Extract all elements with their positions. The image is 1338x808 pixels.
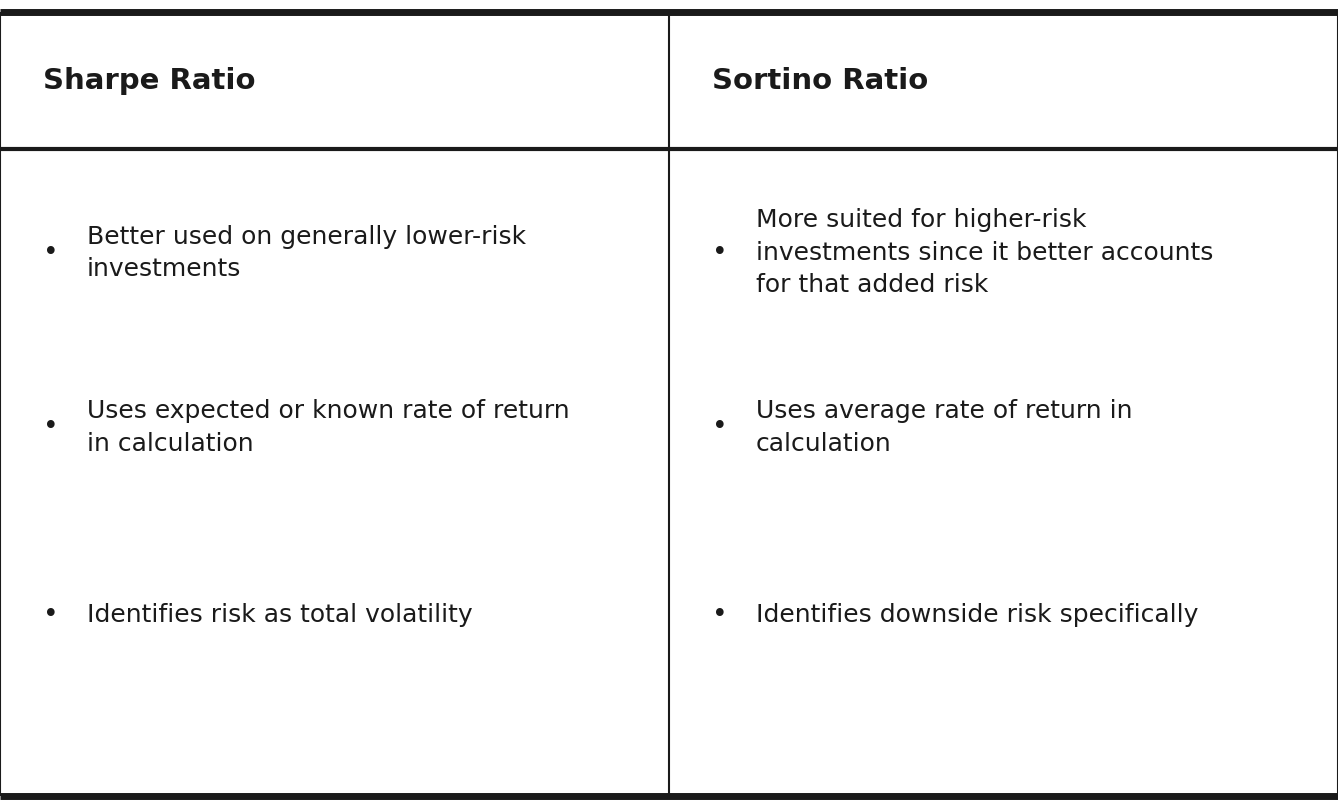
- Text: •: •: [712, 415, 728, 440]
- Text: Sortino Ratio: Sortino Ratio: [712, 67, 929, 95]
- Text: •: •: [712, 602, 728, 628]
- Text: Uses expected or known rate of return
in calculation: Uses expected or known rate of return in…: [87, 399, 570, 456]
- Text: Identifies downside risk specifically: Identifies downside risk specifically: [756, 603, 1199, 627]
- Text: •: •: [43, 240, 59, 266]
- Text: •: •: [43, 602, 59, 628]
- Text: •: •: [43, 415, 59, 440]
- Text: Better used on generally lower-risk
investments: Better used on generally lower-risk inve…: [87, 225, 526, 281]
- Text: More suited for higher-risk
investments since it better accounts
for that added : More suited for higher-risk investments …: [756, 208, 1214, 297]
- Text: •: •: [712, 240, 728, 266]
- Text: Identifies risk as total volatility: Identifies risk as total volatility: [87, 603, 472, 627]
- Text: Sharpe Ratio: Sharpe Ratio: [43, 67, 256, 95]
- Text: Uses average rate of return in
calculation: Uses average rate of return in calculati…: [756, 399, 1132, 456]
